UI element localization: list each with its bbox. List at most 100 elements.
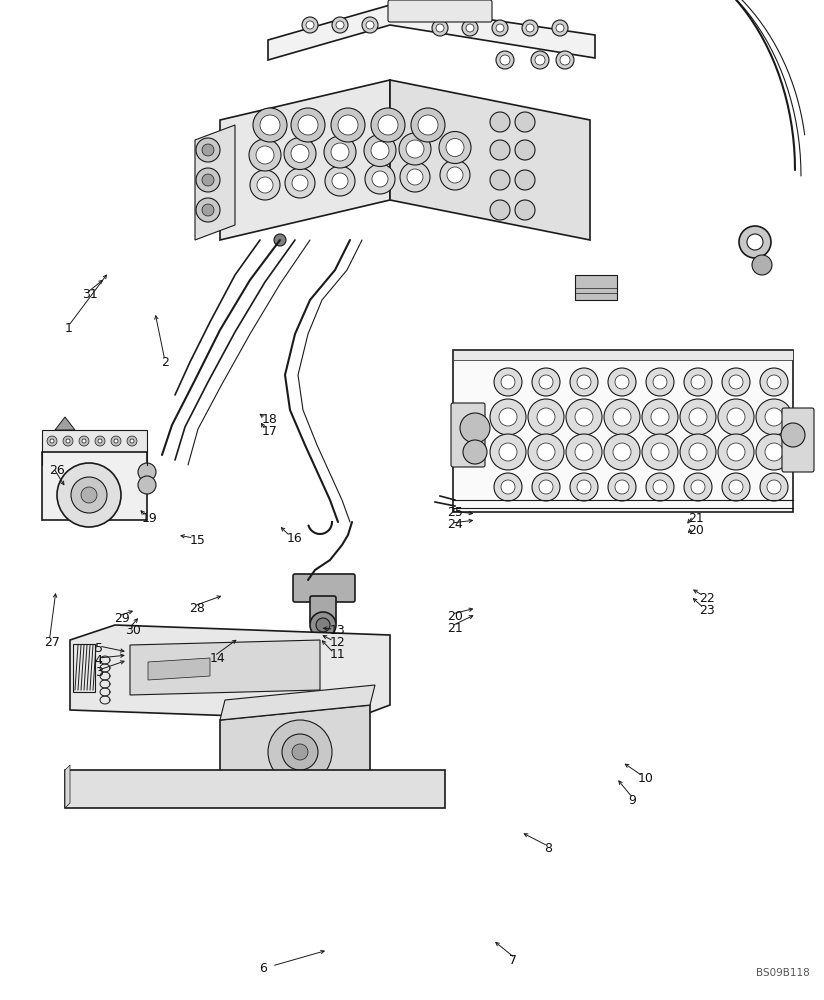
Circle shape (316, 618, 330, 632)
Text: 27: 27 (44, 636, 59, 648)
Circle shape (302, 17, 318, 33)
Circle shape (722, 473, 750, 501)
Circle shape (250, 170, 280, 200)
Circle shape (608, 473, 636, 501)
Circle shape (362, 17, 378, 33)
Circle shape (306, 21, 314, 29)
Polygon shape (65, 765, 70, 808)
Circle shape (371, 108, 405, 142)
Circle shape (253, 108, 287, 142)
Circle shape (556, 24, 564, 32)
Circle shape (575, 408, 593, 426)
Polygon shape (130, 640, 320, 695)
Circle shape (747, 234, 763, 250)
Text: 20: 20 (688, 524, 704, 536)
Circle shape (566, 399, 602, 435)
FancyBboxPatch shape (453, 350, 793, 512)
Circle shape (577, 375, 591, 389)
Circle shape (615, 480, 629, 494)
Circle shape (613, 408, 631, 426)
Text: 10: 10 (638, 772, 653, 784)
Circle shape (499, 443, 517, 461)
Polygon shape (55, 417, 75, 430)
Text: 26: 26 (49, 464, 65, 477)
Circle shape (490, 200, 510, 220)
Circle shape (552, 20, 568, 36)
Circle shape (292, 744, 308, 760)
Circle shape (111, 436, 121, 446)
Circle shape (130, 439, 134, 443)
Circle shape (411, 108, 445, 142)
Circle shape (365, 164, 395, 194)
Text: 14: 14 (210, 652, 226, 665)
Polygon shape (148, 658, 210, 680)
Circle shape (47, 436, 57, 446)
Circle shape (653, 480, 667, 494)
Circle shape (615, 375, 629, 389)
Circle shape (332, 17, 348, 33)
Circle shape (332, 173, 348, 189)
Circle shape (494, 368, 522, 396)
Text: 3: 3 (95, 666, 103, 679)
Circle shape (537, 443, 555, 461)
Circle shape (249, 139, 281, 171)
Circle shape (196, 168, 220, 192)
Circle shape (532, 473, 560, 501)
Circle shape (515, 170, 535, 190)
Circle shape (196, 138, 220, 162)
Circle shape (756, 434, 792, 470)
Text: 21: 21 (688, 512, 704, 524)
Circle shape (718, 399, 754, 435)
Circle shape (689, 408, 707, 426)
Circle shape (285, 168, 315, 198)
Circle shape (604, 434, 640, 470)
Circle shape (727, 408, 745, 426)
Text: 11: 11 (330, 648, 345, 662)
Circle shape (324, 136, 356, 168)
Polygon shape (70, 625, 390, 720)
Bar (65, 770, 445, 808)
Circle shape (539, 480, 553, 494)
Circle shape (114, 439, 118, 443)
Circle shape (196, 198, 220, 222)
FancyBboxPatch shape (575, 275, 617, 300)
Text: 21: 21 (447, 621, 463, 635)
Circle shape (494, 473, 522, 501)
Circle shape (500, 55, 510, 65)
FancyBboxPatch shape (451, 403, 485, 467)
Circle shape (79, 436, 89, 446)
Circle shape (63, 436, 73, 446)
Text: 5: 5 (95, 642, 103, 654)
Circle shape (752, 255, 772, 275)
Text: 1: 1 (64, 322, 73, 335)
Circle shape (447, 167, 463, 183)
Circle shape (515, 200, 535, 220)
Circle shape (400, 162, 430, 192)
Circle shape (570, 368, 598, 396)
Circle shape (691, 480, 705, 494)
Circle shape (642, 399, 678, 435)
Circle shape (440, 160, 470, 190)
Circle shape (490, 399, 526, 435)
Circle shape (57, 463, 121, 527)
Circle shape (515, 112, 535, 132)
Circle shape (462, 20, 478, 36)
Circle shape (490, 112, 510, 132)
Circle shape (765, 408, 783, 426)
Circle shape (646, 368, 674, 396)
Text: BS09B118: BS09B118 (756, 968, 810, 978)
FancyBboxPatch shape (782, 408, 814, 472)
Circle shape (399, 133, 431, 165)
Circle shape (760, 368, 788, 396)
Circle shape (501, 480, 515, 494)
Text: 22: 22 (699, 591, 714, 604)
Circle shape (95, 436, 105, 446)
Circle shape (539, 375, 553, 389)
Circle shape (407, 169, 423, 185)
Text: 2: 2 (161, 356, 169, 368)
Circle shape (767, 375, 781, 389)
Circle shape (338, 115, 358, 135)
Circle shape (604, 399, 640, 435)
Circle shape (556, 51, 574, 69)
Circle shape (436, 24, 444, 32)
